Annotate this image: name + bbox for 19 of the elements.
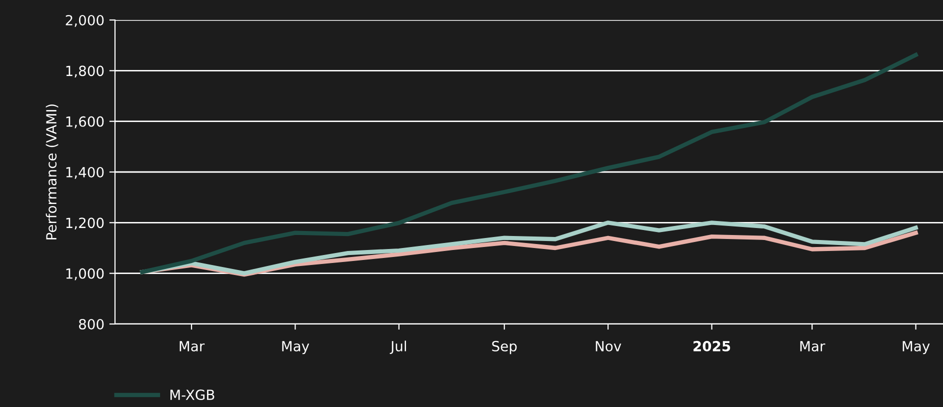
y-tick-label: 1,000 bbox=[66, 268, 104, 280]
x-tick-label: Mar bbox=[800, 341, 826, 352]
x-tick-label: May bbox=[902, 341, 930, 354]
y-tick-label: 1,800 bbox=[66, 66, 104, 78]
legend-label: M-XGB bbox=[170, 390, 214, 400]
x-tick-label: May bbox=[282, 341, 310, 354]
x-tick-label: 2025 bbox=[694, 340, 730, 352]
y-axis-title: Performance (VAMI) bbox=[46, 104, 58, 240]
y-tick-label: 1,600 bbox=[66, 116, 104, 128]
y-tick-label: 800 bbox=[79, 318, 104, 330]
y-tick-label: 2,000 bbox=[66, 14, 104, 27]
x-tick-label: Sep bbox=[492, 340, 517, 354]
x-tick-label: Nov bbox=[596, 341, 622, 352]
x-tick-label: Mar bbox=[180, 341, 205, 352]
line-series bbox=[140, 52, 918, 274]
y-tick-label: 1,400 bbox=[66, 166, 104, 179]
y-tick-label: 1,200 bbox=[66, 218, 104, 230]
line-series bbox=[140, 220, 918, 276]
x-tick-label: Jul bbox=[390, 340, 406, 354]
